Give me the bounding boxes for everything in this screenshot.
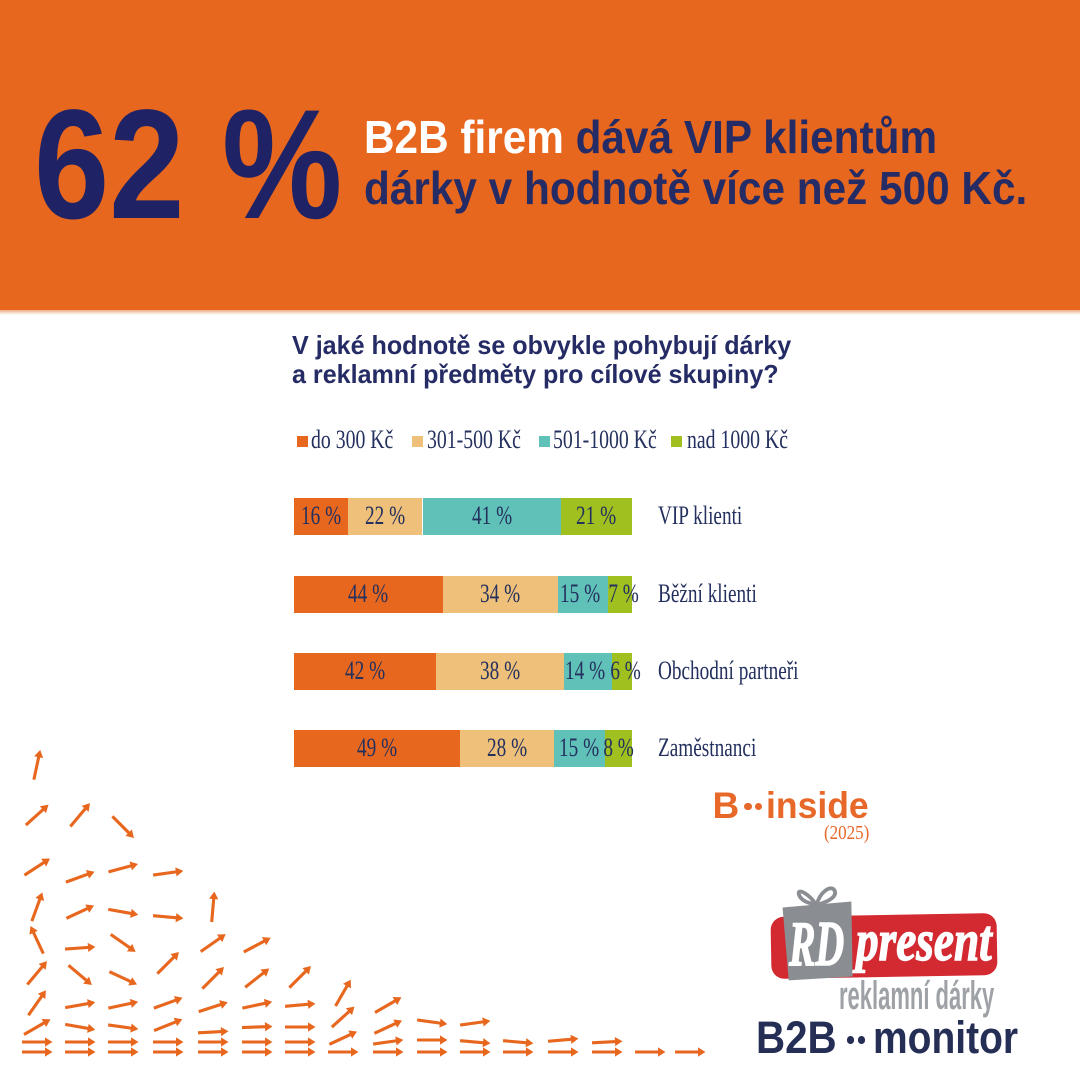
svg-text:present: present	[853, 910, 994, 974]
svg-text:RD: RD	[788, 909, 844, 980]
svg-text:reklamní dárky: reklamní dárky	[839, 973, 994, 1018]
